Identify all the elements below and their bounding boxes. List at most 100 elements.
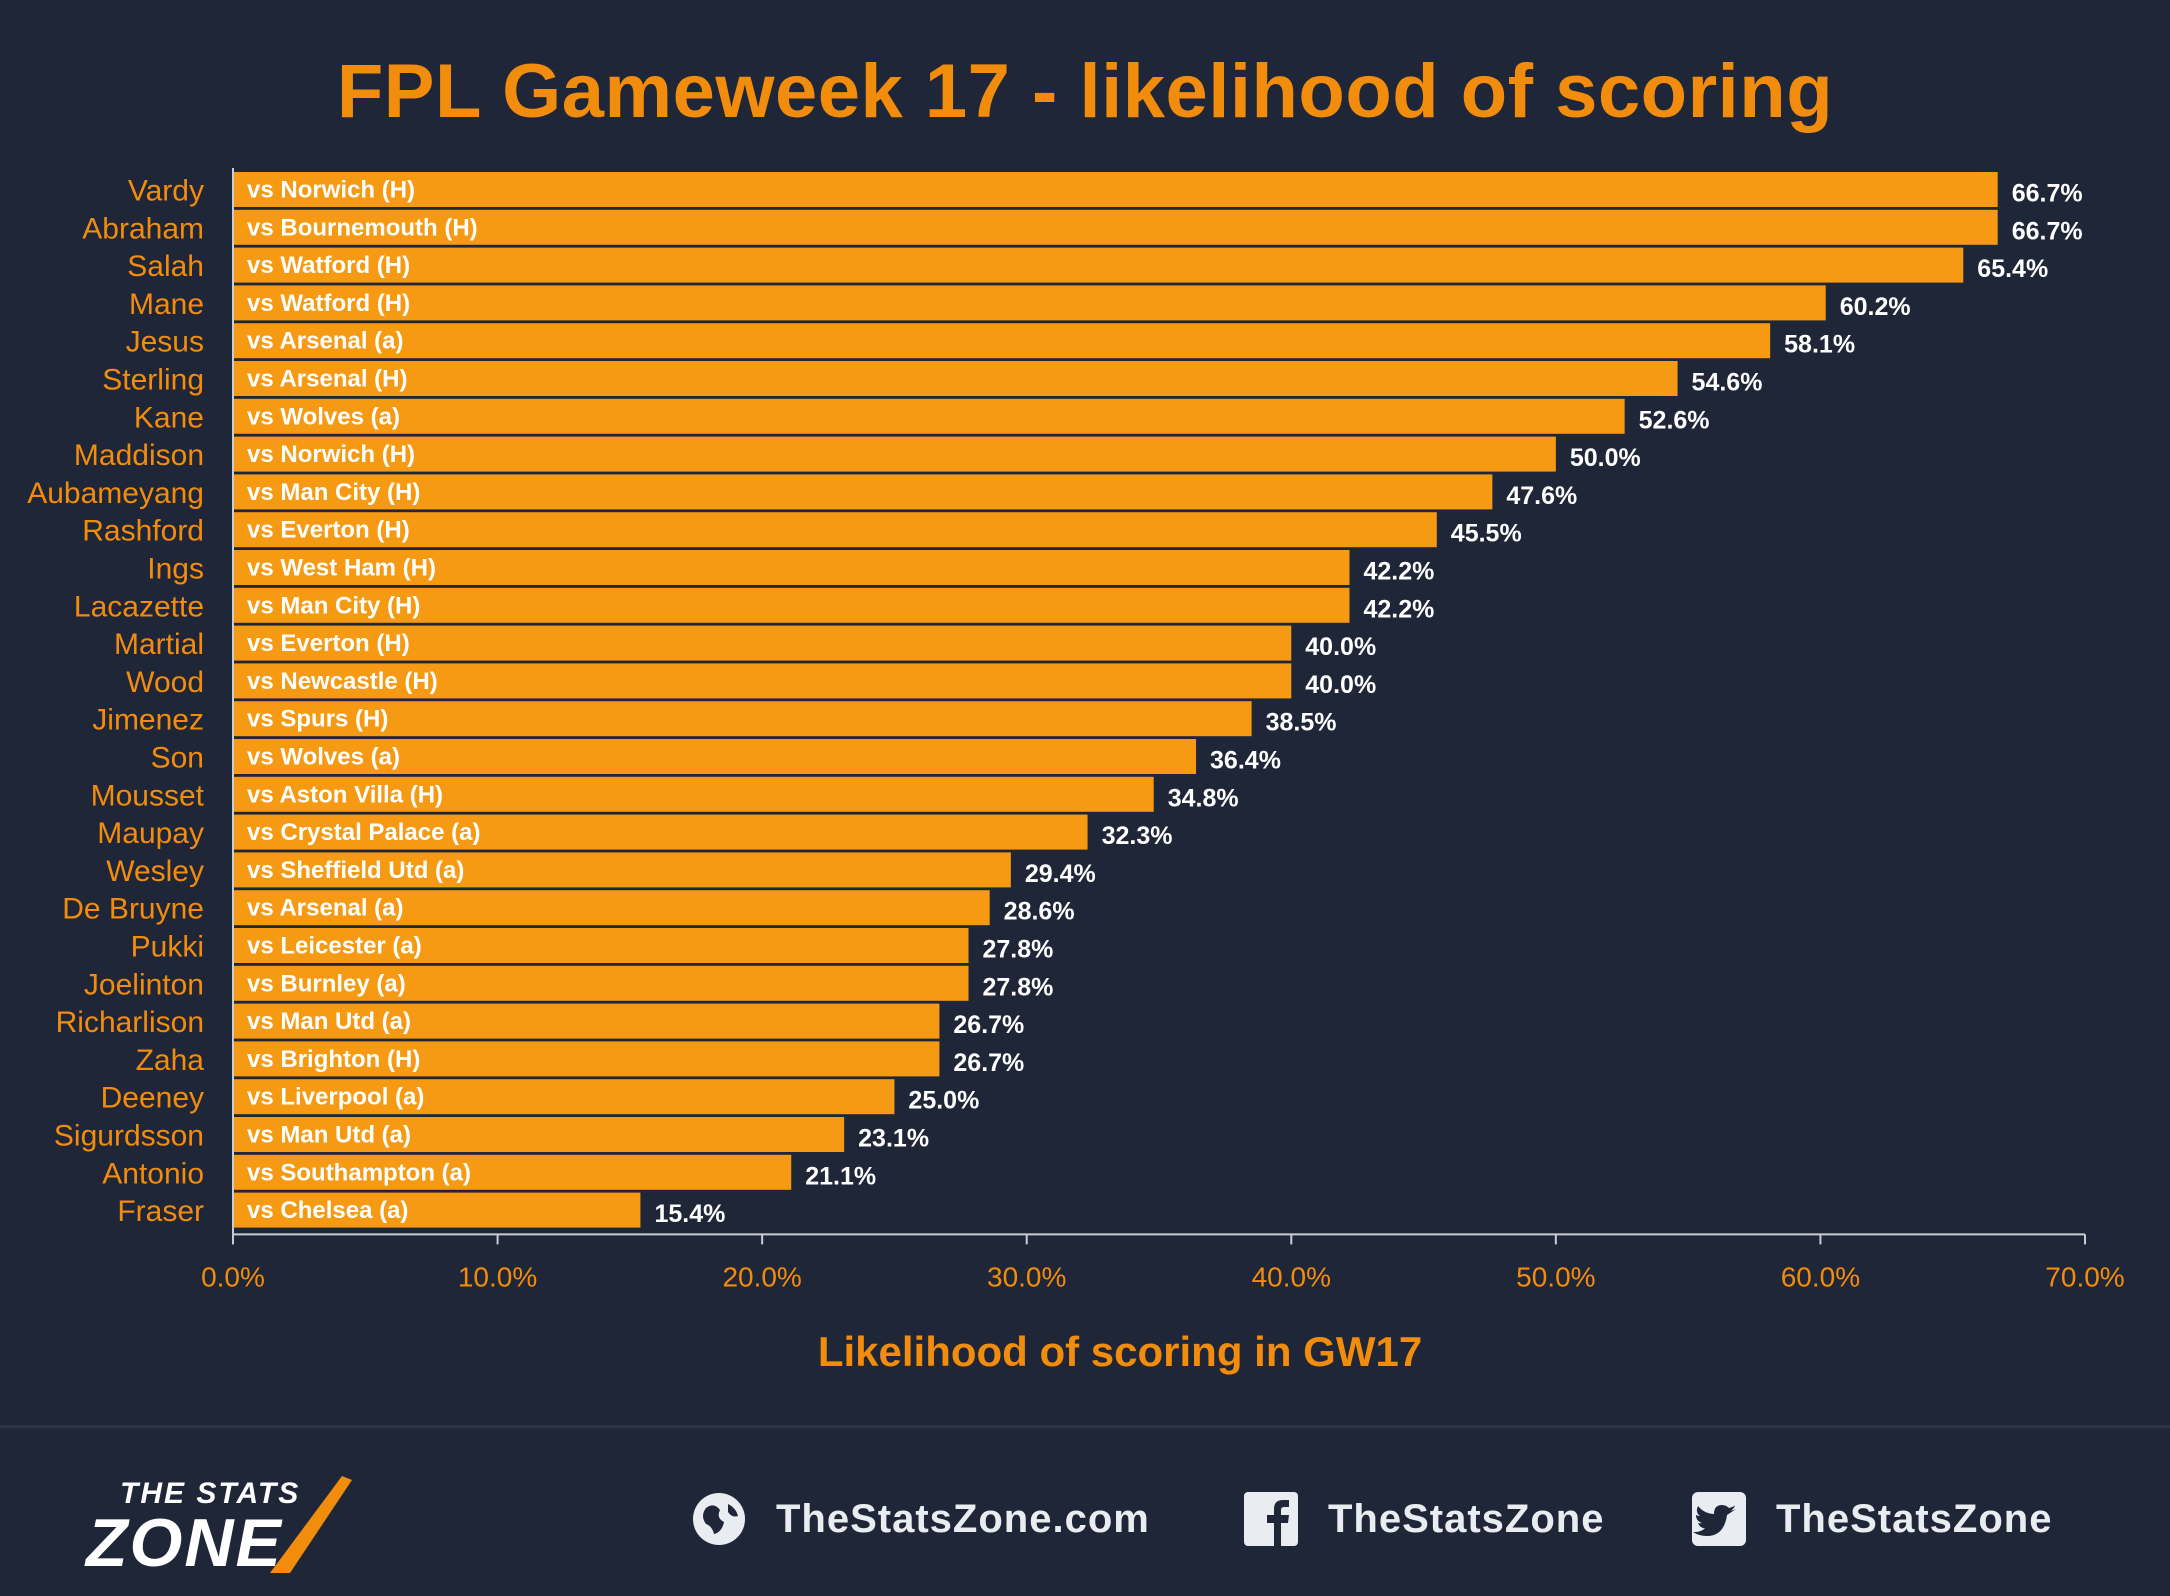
category-label: Wood [126,666,204,699]
bar [233,1154,792,1190]
fixture-label: vs Leicester (a) [247,933,422,960]
value-label: 40.0% [1305,633,1376,661]
category-label: Lacazette [74,590,204,623]
category-label: Deeney [101,1082,204,1115]
bar [233,512,1437,548]
value-label: 26.7% [953,1011,1024,1039]
logo-text-top: THE STATS [120,1477,300,1510]
footer: THE STATS ZONE TheStatsZone.com TheStats… [0,1428,2170,1596]
x-tick-label: 60.0% [1781,1261,1860,1292]
value-label: 52.6% [1639,406,1710,434]
bar [233,285,1826,321]
category-label: Kane [134,401,204,434]
bar [233,209,1998,245]
fixture-label: vs Watford (H) [247,290,410,317]
bar [233,361,1678,396]
value-label: 66.7% [2012,217,2083,245]
bar [233,398,1625,434]
x-tick-label: 10.0% [458,1261,537,1292]
fixture-label: vs Chelsea (a) [247,1197,408,1224]
twitter-icon [1690,1490,1748,1548]
fixture-label: vs Everton (H) [247,630,410,657]
category-label: Son [151,742,204,775]
category-label: Abraham [82,212,204,245]
fixture-label: vs Man Utd (a) [247,1008,411,1035]
category-label: Joelinton [84,968,204,1001]
website-link[interactable]: TheStatsZone.com [690,1490,1150,1548]
category-label: Jesus [126,326,204,359]
bar [233,323,1771,359]
bar [233,814,1088,850]
twitter-link[interactable]: TheStatsZone [1690,1490,2052,1548]
fixture-label: vs Man City (H) [247,479,420,506]
category-label: Richarlison [56,1006,204,1039]
category-label: Aubameyang [27,477,204,510]
fixture-label: vs Sheffield Utd (a) [247,857,464,884]
bar [233,739,1197,774]
value-label: 32.3% [1102,822,1173,850]
value-label: 40.0% [1305,671,1376,699]
value-label: 36.4% [1210,747,1281,775]
x-axis-label: Likelihood of scoring in GW17 [817,1328,1423,1375]
category-label: Wesley [106,855,204,888]
fixture-label: vs Brighton (H) [247,1046,420,1073]
category-label: Zaha [136,1044,205,1077]
bar [233,1041,940,1077]
category-label: Maupay [97,817,204,850]
category-label: De Bruyne [62,893,204,926]
value-label: 27.8% [983,973,1054,1001]
value-label: 34.8% [1168,784,1239,812]
category-label: Sigurdsson [54,1120,204,1153]
category-label: Antonio [102,1157,204,1190]
bar [233,852,1011,888]
fixture-label: vs Norwich (H) [247,177,415,204]
bar [233,1003,940,1039]
bar [233,1117,845,1152]
x-tick-label: 30.0% [987,1261,1066,1292]
fixture-label: vs Man Utd (a) [247,1122,411,1149]
value-label: 28.6% [1004,898,1075,926]
value-label: 29.4% [1025,860,1096,888]
fixture-label: vs Arsenal (a) [247,895,404,922]
fixture-label: vs Aston Villa (H) [247,781,443,808]
category-label: Martial [114,628,204,661]
fixture-label: vs Burnley (a) [247,970,406,997]
fixture-label: vs Wolves (a) [247,744,400,771]
value-label: 45.5% [1451,520,1522,548]
value-label: 42.2% [1363,558,1434,586]
value-label: 65.4% [1977,255,2048,283]
fixture-label: vs Arsenal (a) [247,328,404,355]
value-label: 21.1% [805,1162,876,1190]
fixture-label: vs Liverpool (a) [247,1084,424,1111]
fixture-label: vs Watford (H) [247,252,410,279]
value-label: 42.2% [1363,595,1434,623]
value-label: 26.7% [953,1049,1024,1077]
category-label: Salah [127,250,204,283]
bar [233,890,990,926]
facebook-link[interactable]: TheStatsZone [1242,1490,1604,1548]
category-label: Vardy [128,175,204,208]
facebook-icon [1242,1490,1300,1548]
bar [233,1079,895,1115]
fixture-label: vs Wolves (a) [247,403,400,430]
category-label: Ings [147,553,204,586]
fixture-label: vs Bournemouth (H) [247,214,478,241]
fixture-label: vs Man City (H) [247,592,420,619]
value-label: 47.6% [1506,482,1577,510]
value-label: 66.7% [2012,180,2083,208]
fixture-label: vs Everton (H) [247,517,410,544]
value-label: 15.4% [654,1200,725,1228]
category-label: Mousset [91,779,205,812]
category-label: Pukki [131,931,204,964]
category-label: Maddison [74,439,204,472]
globe-icon [690,1490,748,1548]
fixture-label: vs West Ham (H) [247,555,436,582]
bar [233,625,1292,661]
website-text: TheStatsZone.com [776,1496,1150,1541]
footer-divider [0,1425,2170,1428]
bar [233,436,1556,472]
bar [233,172,1998,207]
logo-text-bottom: ZONE [84,1505,284,1578]
value-label: 23.1% [858,1125,929,1153]
